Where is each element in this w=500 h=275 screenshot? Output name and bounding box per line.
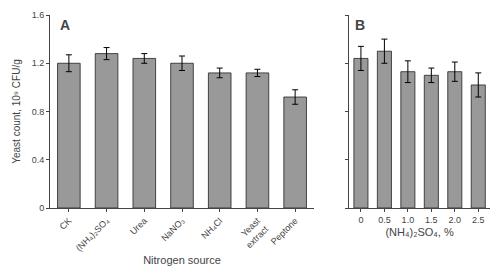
- svg-text:0.8: 0.8: [32, 107, 45, 117]
- svg-text:2.5: 2.5: [472, 215, 485, 225]
- svg-text:0.5: 0.5: [378, 215, 391, 225]
- svg-text:1.2: 1.2: [32, 58, 45, 68]
- svg-text:0.4: 0.4: [32, 155, 45, 165]
- svg-text:1.6: 1.6: [32, 10, 45, 20]
- svg-text:(NH₄)₂SO₄, %: (NH₄)₂SO₄, %: [385, 226, 453, 238]
- svg-text:Yeastextract: Yeastextract: [236, 215, 271, 250]
- svg-text:NH₄Cl: NH₄Cl: [199, 216, 224, 241]
- svg-text:CK: CK: [58, 216, 74, 232]
- svg-text:Peptone: Peptone: [269, 216, 300, 247]
- svg-text:0: 0: [39, 203, 44, 213]
- svg-text:B: B: [355, 17, 365, 33]
- svg-text:0: 0: [358, 215, 363, 225]
- svg-text:Nitrogen source: Nitrogen source: [143, 254, 221, 266]
- svg-text:1.0: 1.0: [402, 215, 415, 225]
- svg-text:(NH₄)₂SO₄: (NH₄)₂SO₄: [74, 216, 112, 254]
- svg-text:A: A: [60, 17, 70, 33]
- svg-text:Urea: Urea: [128, 216, 149, 237]
- svg-text:2.0: 2.0: [449, 215, 462, 225]
- svg-text:Yeast count, 10⁹ CFU/g: Yeast count, 10⁹ CFU/g: [11, 59, 22, 164]
- svg-text:NaNO₃: NaNO₃: [159, 216, 187, 244]
- svg-text:1.5: 1.5: [425, 215, 438, 225]
